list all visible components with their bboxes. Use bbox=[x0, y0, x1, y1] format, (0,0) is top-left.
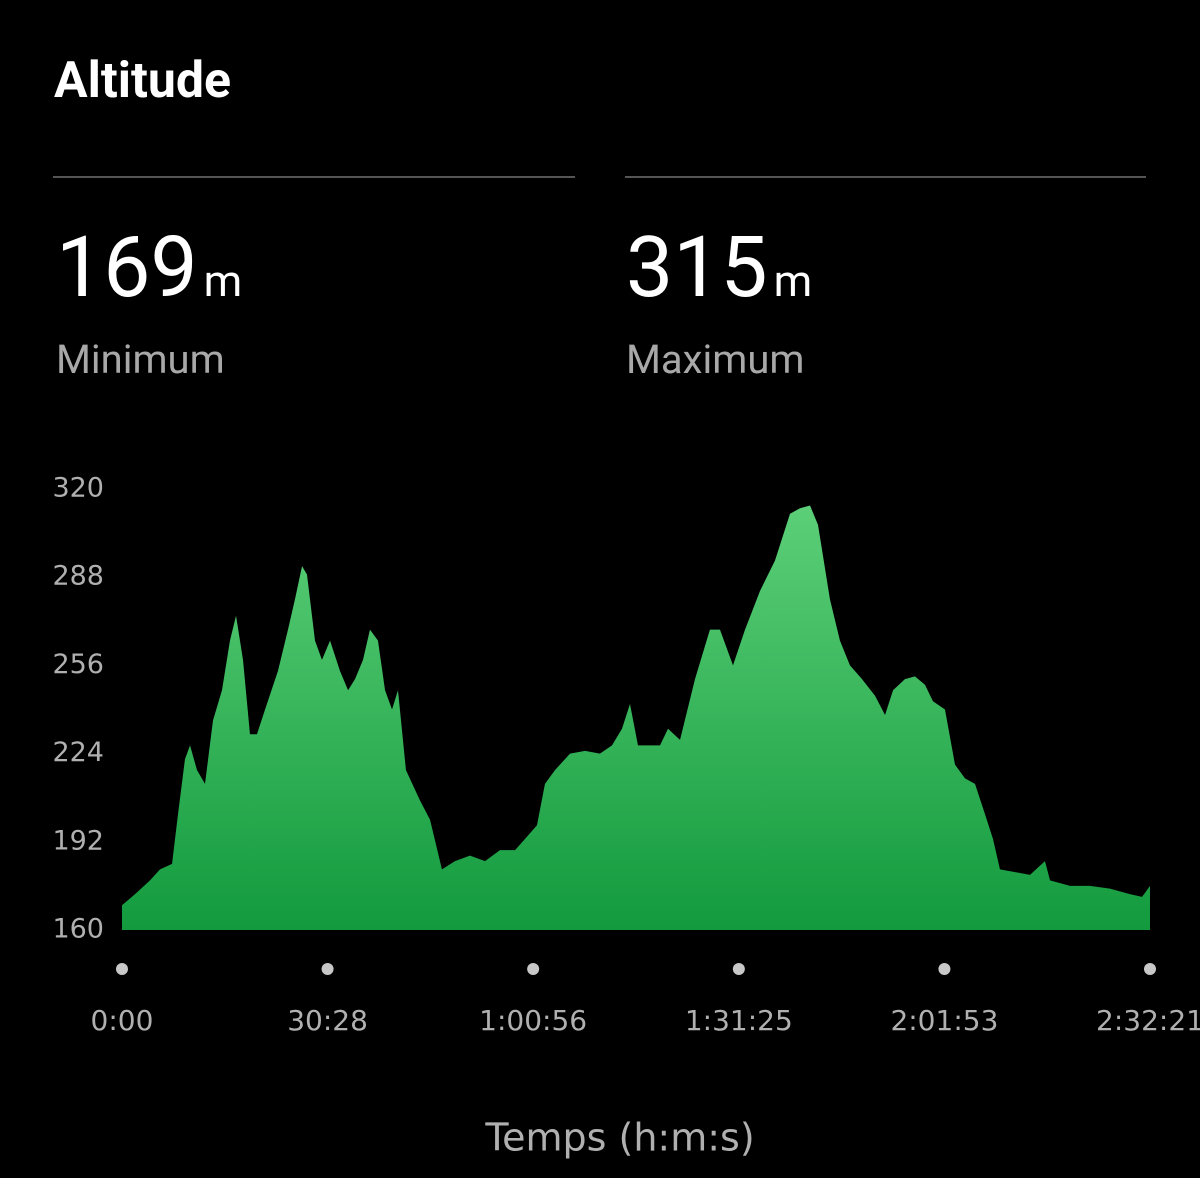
x-tick-label: 1:31:25 bbox=[685, 1004, 793, 1037]
y-tick-label: 192 bbox=[52, 825, 104, 856]
x-tick-dot bbox=[732, 963, 745, 975]
x-tick-label: 30:28 bbox=[287, 1004, 368, 1037]
x-tick-dot bbox=[1144, 963, 1156, 975]
x-tick-label: 1:00:56 bbox=[479, 1004, 587, 1037]
x-tick-dot bbox=[321, 963, 334, 975]
x-axis-title: Temps (h:m:s) bbox=[484, 1116, 754, 1160]
x-tick-label: 2:01:53 bbox=[890, 1004, 998, 1037]
x-tick-label: 0:00 bbox=[91, 1004, 154, 1037]
y-tick-label: 160 bbox=[52, 914, 104, 945]
x-tick-dot bbox=[527, 963, 540, 975]
stat-value: 169 bbox=[56, 218, 198, 317]
page-title: Altitude bbox=[54, 52, 232, 110]
stat-unit: m bbox=[203, 255, 243, 307]
y-tick-label: 256 bbox=[52, 649, 104, 680]
altitude-area bbox=[122, 505, 1150, 930]
stat-unit: m bbox=[773, 255, 813, 307]
y-tick-label: 320 bbox=[52, 473, 104, 504]
stat-value: 315 bbox=[626, 218, 768, 317]
x-tick-dot bbox=[938, 963, 951, 975]
stat-label: Minimum bbox=[56, 336, 225, 383]
stat-label: Maximum bbox=[626, 336, 805, 383]
divider bbox=[53, 176, 575, 178]
divider bbox=[625, 176, 1146, 178]
y-tick-label: 224 bbox=[52, 737, 104, 768]
stat: 169 m Minimum bbox=[56, 218, 243, 383]
x-tick-label: 2:32:21 bbox=[1096, 1004, 1200, 1037]
y-tick-label: 288 bbox=[52, 561, 104, 592]
x-tick-dot bbox=[116, 963, 128, 975]
stat: 315 m Maximum bbox=[626, 218, 813, 383]
